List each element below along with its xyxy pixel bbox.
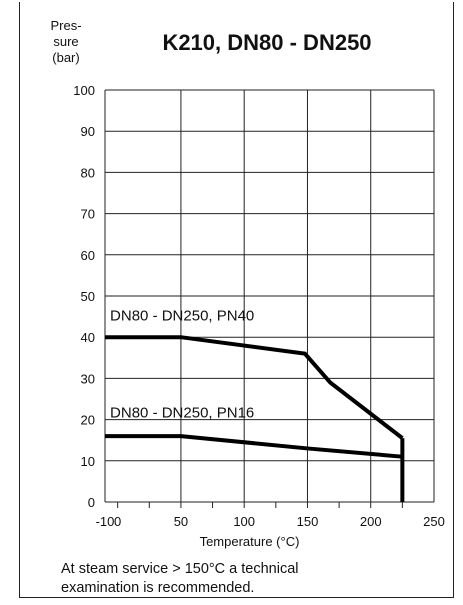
y-tick-label: 100 <box>73 83 95 98</box>
series-line <box>105 434 403 459</box>
x-tick-label: 50 <box>174 514 188 529</box>
y-tick-label: 70 <box>81 207 95 222</box>
chart-frame <box>19 2 454 598</box>
y-axis-label-line: sure <box>53 34 79 49</box>
x-tick-label: 100 <box>233 514 255 529</box>
x-tick-label: -10 <box>96 514 115 529</box>
x-tick-label: 200 <box>360 514 382 529</box>
y-tick-label: 10 <box>81 454 95 469</box>
footnote-line: At steam service > 150°C a technical <box>61 561 299 577</box>
y-axis-label: Pres- sure (bar) <box>36 18 96 66</box>
series-line <box>105 335 404 440</box>
x-tick-label: 150 <box>297 514 319 529</box>
y-tick-label: 20 <box>81 413 95 428</box>
y-tick-label: 40 <box>81 330 95 345</box>
chart-title: K210, DN80 - DN250 <box>162 30 372 55</box>
x-tick-label: 0 <box>114 514 121 529</box>
y-tick-label: 60 <box>81 248 95 263</box>
y-tick-label: 80 <box>81 165 95 180</box>
series-label: DN80 - DN250, PN40 <box>110 308 254 325</box>
footnote: At steam service > 150°C a technical exa… <box>61 560 431 598</box>
y-tick-label: 0 <box>88 495 95 510</box>
x-axis-label: Temperature (°C) <box>200 534 300 549</box>
y-axis-label-line: (bar) <box>52 50 80 65</box>
y-tick-label: 30 <box>81 371 95 386</box>
y-tick-label: 50 <box>81 289 95 304</box>
y-axis-label-line: Pres- <box>50 18 82 33</box>
series-label: DN80 - DN250, PN16 <box>110 405 254 422</box>
x-tick-label: 250 <box>423 514 445 529</box>
footnote-line: examination is recommended. <box>61 580 255 596</box>
y-tick-label: 90 <box>81 124 95 139</box>
